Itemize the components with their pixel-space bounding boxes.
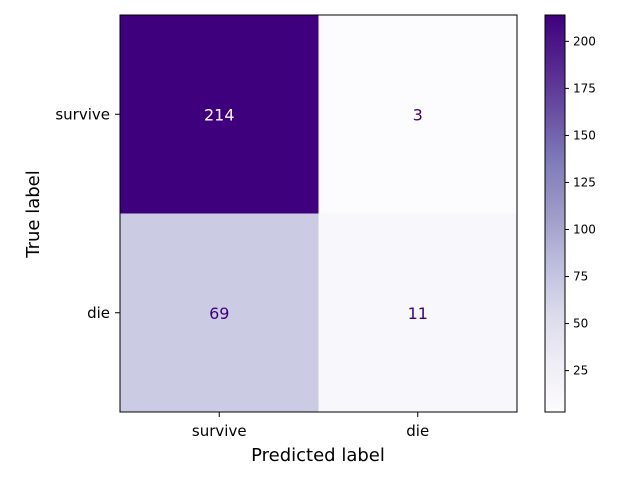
colorbar-tick-label: 200 (573, 34, 596, 48)
matrix-cell (120, 15, 319, 214)
colorbar (544, 14, 566, 413)
colorbar-tick-label: 175 (573, 81, 596, 95)
cell-value-label: 214 (204, 105, 235, 124)
x-axis-ticks: survive die (192, 412, 429, 440)
cell-value-label: 3 (413, 105, 423, 124)
colorbar-tick-label: 25 (573, 364, 588, 378)
cell-value-label: 11 (408, 304, 428, 323)
colorbar-tick-label: 75 (573, 270, 588, 284)
colorbar-tick-label: 150 (573, 128, 596, 142)
colorbar-tick-label: 125 (573, 175, 596, 189)
colorbar-ticks: 25 50 75 100 125 150 175 200 (565, 34, 596, 378)
matrix-cell (120, 213, 319, 412)
y-tick-label: survive (55, 105, 110, 123)
x-tick-label: die (406, 422, 429, 440)
x-tick-label: survive (192, 422, 247, 440)
colorbar-tick-label: 100 (573, 222, 596, 236)
cell-value-label: 69 (209, 304, 229, 323)
y-axis-label: True label (23, 170, 44, 259)
y-axis-ticks: survive die (55, 105, 120, 322)
x-axis-label: Predicted label (251, 445, 385, 466)
matrix-cells: 214 3 69 11 (120, 15, 517, 412)
matrix-cell (318, 213, 517, 412)
y-tick-label: die (87, 304, 110, 322)
colorbar-tick-label: 50 (573, 317, 588, 331)
plot-frame (119, 14, 518, 413)
matrix-cell (318, 15, 517, 214)
